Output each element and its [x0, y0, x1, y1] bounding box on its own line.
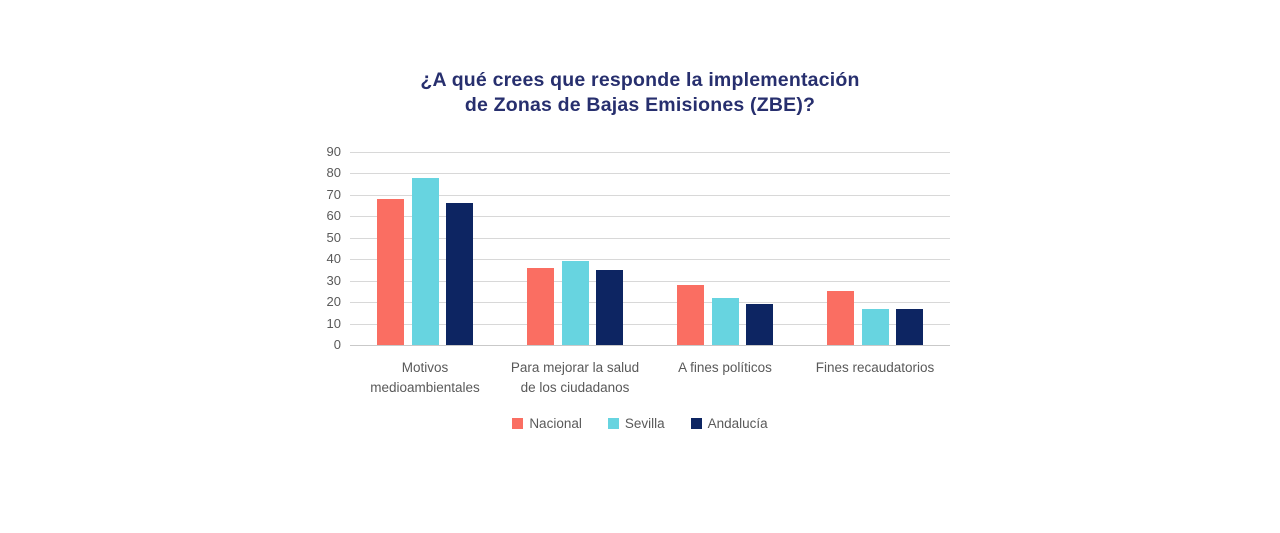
category-label-line: de los ciudadanos: [520, 380, 630, 395]
category-label-line: Para mejorar la salud: [510, 360, 640, 375]
category-label-3: A fines políticos: [640, 358, 810, 378]
bar-sevilla-cat3: [711, 297, 739, 345]
y-tick-label-40: 40: [326, 251, 341, 267]
gridline-y-60: [350, 216, 950, 218]
gridline-y-90: [350, 152, 950, 153]
y-tick-label-20: 20: [326, 294, 341, 310]
legend-label: Nacional: [529, 416, 582, 431]
bar-sevilla-cat2: [561, 261, 589, 345]
legend-item-nacional: Nacional: [512, 416, 582, 431]
gridline-y-50: [350, 237, 950, 239]
category-label-4: Fines recaudatorios: [790, 358, 960, 378]
bar-nacional-cat1: [377, 199, 404, 345]
bar-sevilla-cat4: [861, 308, 889, 345]
category-label-line: Fines recaudatorios: [815, 360, 935, 375]
bar-andalucía-cat4: [896, 308, 923, 345]
bar-andalucía-cat3: [746, 304, 773, 345]
y-tick-label-60: 60: [326, 208, 341, 224]
y-tick-label-50: 50: [326, 229, 341, 245]
category-label-2: Para mejorar la salud de los ciudadanos: [490, 358, 660, 398]
y-tick-label-0: 0: [333, 337, 341, 352]
gridline-y-40: [350, 259, 950, 261]
bar-nacional-cat3: [677, 284, 704, 345]
legend-item-sevilla: Sevilla: [607, 416, 665, 431]
category-label-1: Motivos medioambientales: [340, 358, 510, 398]
legend-swatch-icon: [607, 418, 619, 429]
bar-nacional-cat4: [827, 291, 854, 345]
bar-andalucía-cat2: [596, 269, 623, 345]
legend-swatch-icon: [690, 418, 702, 429]
bar-nacional-cat2: [527, 267, 554, 345]
legend-label: Sevilla: [624, 416, 665, 431]
gridline-y-0: [350, 345, 950, 346]
gridline-y-20: [350, 302, 950, 304]
y-tick-label-80: 80: [326, 165, 341, 181]
category-label-line: A fines políticos: [678, 360, 772, 375]
gridline-y-80: [350, 173, 950, 175]
y-tick-label-10: 10: [326, 315, 341, 331]
gridline-y-10: [350, 323, 950, 325]
category-label-line: medioambientales: [370, 380, 480, 395]
gridline-y-70: [350, 194, 950, 196]
chart-title-line2: de Zonas de Bajas Emisiones (ZBE)?: [464, 94, 816, 116]
chart-title-line1: ¿A qué crees que responde la implementac…: [420, 69, 860, 91]
y-tick-label-70: 70: [326, 186, 341, 202]
y-tick-label-90: 90: [326, 144, 341, 159]
chart-title: ¿A qué crees que responde la implementac…: [0, 68, 1280, 118]
legend-item-andalucía: Andalucía: [690, 416, 768, 431]
category-label-line: Motivos: [401, 360, 449, 375]
bar-andalucía-cat1: [446, 203, 473, 345]
gridline-y-30: [350, 280, 950, 282]
legend-label: Andalucía: [707, 416, 768, 431]
legend: Nacional Sevilla Andalucía: [0, 416, 1280, 431]
y-tick-label-30: 30: [326, 272, 341, 288]
bar-sevilla-cat1: [411, 177, 439, 345]
legend-swatch-icon: [512, 418, 524, 429]
